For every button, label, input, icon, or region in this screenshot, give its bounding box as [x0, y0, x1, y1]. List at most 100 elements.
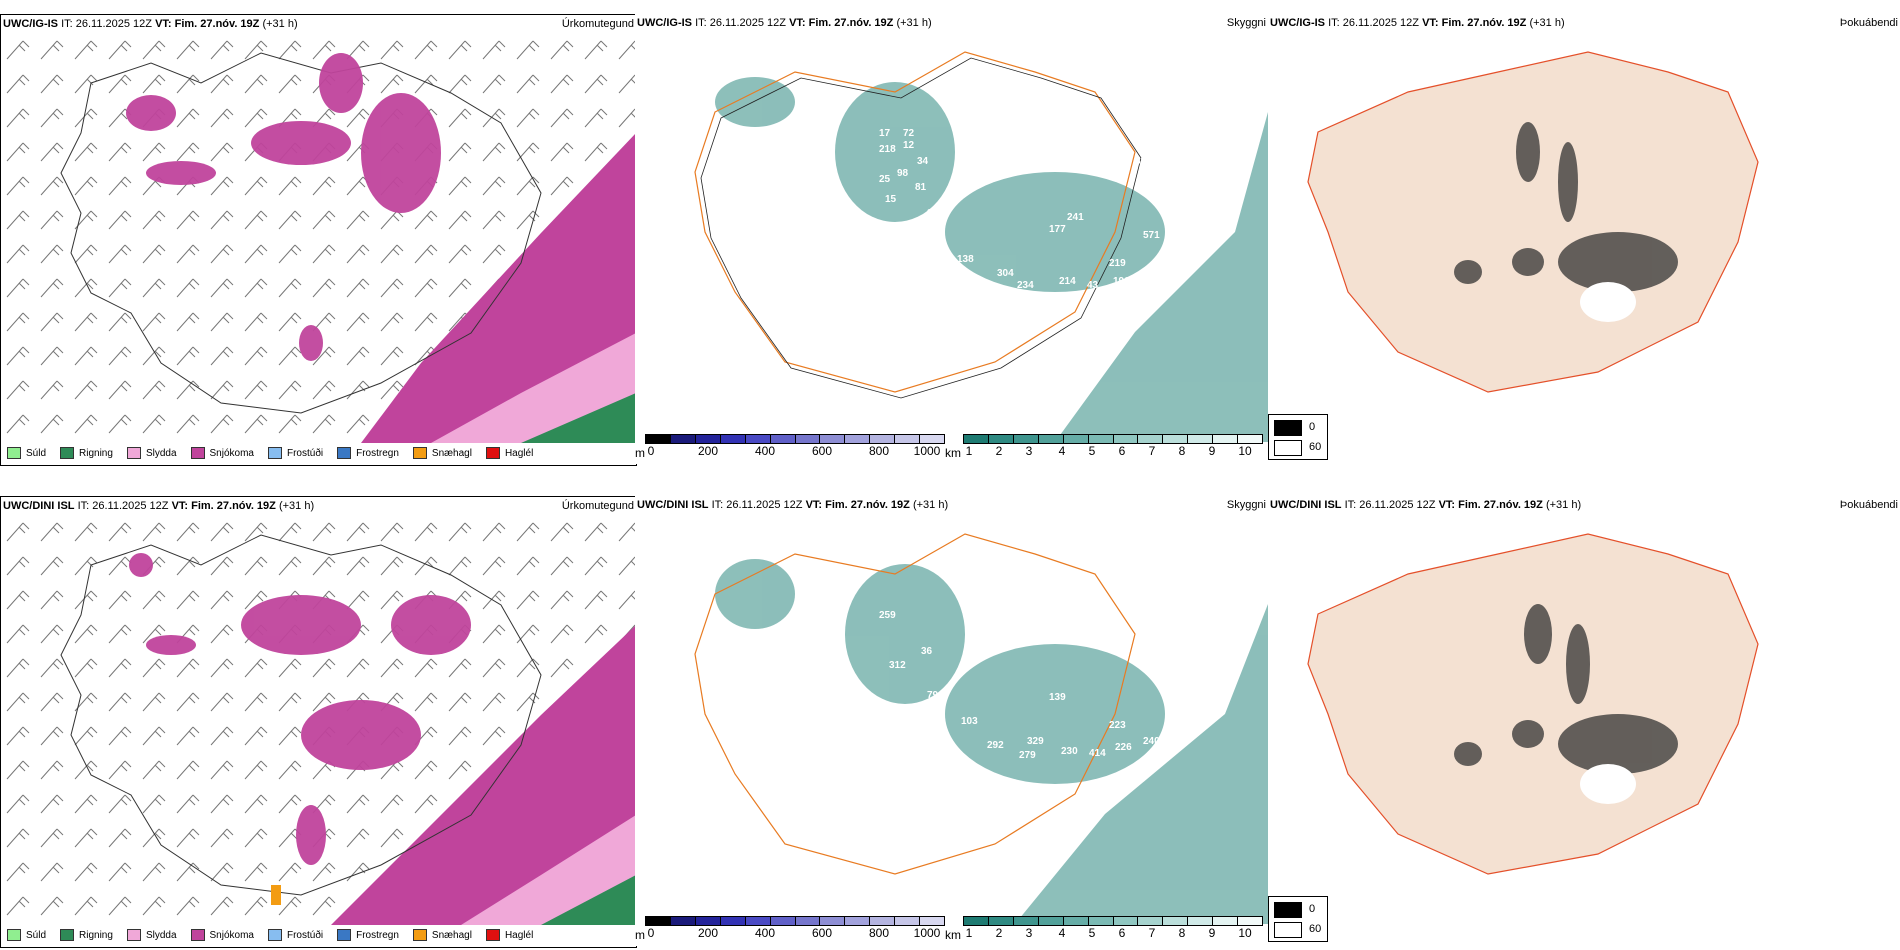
visibility-colorbar: 1 2 3 4 5 6 7 8 9 10: [963, 434, 1263, 458]
summit-label: 32: [927, 208, 939, 219]
tick-label: 8: [1178, 444, 1186, 458]
tick-label: 8: [1178, 926, 1186, 940]
legend-label: Frostregn: [356, 447, 399, 459]
tick-label: 1000: [913, 444, 941, 458]
legend-label: Frostúði: [286, 447, 324, 459]
visibility-panel-1: UWC/IG-IS IT: 26.11.2025 12Z VT: Fim. 27…: [635, 14, 1268, 464]
legend-swatch: [60, 447, 75, 459]
elevation-unit: m: [635, 446, 645, 460]
lead-time: (+31 h): [278, 500, 315, 512]
legend-swatch: [1274, 420, 1302, 436]
panel-title: Úrkomutegund: [561, 500, 634, 512]
legend-swatch: [126, 447, 141, 459]
summit-label: 292: [1159, 264, 1176, 275]
legend-label: 60: [1309, 923, 1322, 935]
summit-label: 19: [1059, 344, 1071, 355]
visibility-colorbar-bar: [963, 916, 1263, 926]
legend-item: Rigning: [60, 447, 113, 459]
summit-label: 15: [885, 194, 897, 205]
legend-item: Snjókoma: [190, 447, 254, 459]
summit-label: 34: [855, 260, 867, 271]
fog-panel-2: UWC/DINI ISL IT: 26.11.2025 12Z VT: Fim.…: [1268, 496, 1900, 946]
it-value: 26.11.2025 12Z: [75, 18, 152, 30]
vt-value: Fim. 27.nóv. 19Z: [1441, 17, 1527, 29]
summit-label: 234: [1017, 280, 1034, 291]
summit-label: 34: [917, 156, 929, 167]
elevation-colorbar-bar: [645, 916, 945, 926]
it-value: 26.11.2025 12Z: [1342, 17, 1419, 29]
legend-item: Snjókoma: [190, 929, 254, 941]
vt-label: VT:: [805, 499, 823, 511]
tick-label: 4: [1058, 444, 1066, 458]
legend-swatch: [1274, 902, 1302, 918]
legend-label: 0: [1309, 421, 1316, 433]
legend-item: Frostregn: [337, 447, 399, 459]
summit-label: 240: [1143, 736, 1160, 747]
summit-label: 384: [1171, 204, 1188, 215]
vt-label: VT:: [1422, 17, 1439, 29]
visibility-colorbar-ticks: 1 2 3 4 5 6 7 8 9 10: [963, 444, 1263, 458]
it-label: IT:: [61, 18, 73, 30]
legend-swatch: [267, 447, 282, 459]
tick-label: 800: [868, 926, 890, 940]
legend-item: Haglél: [485, 447, 533, 459]
legend-item: Haglél: [485, 929, 533, 941]
summit-label: 521: [1137, 762, 1154, 773]
tick-label: 10: [1238, 926, 1252, 940]
precip-type-panel-1: UWC/IG-IS IT: 26.11.2025 12Z VT: Fim. 27…: [0, 14, 637, 466]
summit-label: 103: [961, 716, 978, 727]
vt-value: Fim. 27.nóv. 19Z: [174, 18, 260, 30]
fog-legend: 0 60: [1268, 414, 1328, 460]
lead-time: (+31 h): [1529, 17, 1565, 29]
summit-label: 196: [1113, 276, 1130, 287]
visibility-unit: km: [945, 928, 961, 942]
visibility-unit: km: [945, 446, 961, 460]
lead-time: (+31 h): [262, 18, 298, 30]
precip-legend: Súld Rigning Slydda Snjókoma Frostúði Fr…: [7, 929, 533, 941]
summit-label: 312: [889, 660, 906, 671]
legend-swatch: [7, 447, 21, 459]
legend-swatch: [337, 929, 352, 941]
lead-time: (+31 h): [912, 499, 949, 511]
legend-item: Súld: [7, 929, 46, 941]
summit-label: 219: [1109, 258, 1126, 269]
legend-label: Slydda: [145, 447, 177, 459]
legend-item: Rigning: [60, 929, 113, 941]
summit-label: 17: [879, 128, 891, 139]
visibility-map: 17 218 72 25 98 15 81 32 34 578 32 384 5…: [657, 51, 1268, 442]
legend-item: Frostúði: [267, 447, 324, 459]
panel-header: UWC/DINI ISL IT: 26.11.2025 12Z VT: Fim.…: [635, 496, 1268, 514]
summit-label: 320: [1141, 620, 1158, 631]
elevation-unit: m: [635, 928, 645, 942]
legend-item: Súld: [7, 447, 46, 459]
tick-label: 800: [868, 444, 890, 458]
tick-label: 7: [1148, 444, 1156, 458]
legend-swatch: [60, 929, 75, 941]
fog-map: [1307, 533, 1759, 875]
tick-label: 7: [1148, 926, 1156, 940]
summit-label: 966: [1141, 286, 1158, 297]
legend-item: Snæhagl: [412, 447, 472, 459]
summit-label: 77: [1015, 296, 1027, 307]
summit-label: 98: [965, 648, 977, 659]
legend-swatch: [485, 929, 500, 941]
tick-label: 5: [1088, 444, 1096, 458]
model-name: UWC/DINI ISL: [3, 500, 75, 512]
lead-time: (+31 h): [896, 17, 932, 29]
it-label: IT:: [711, 499, 724, 511]
summit-label: 245: [1059, 820, 1076, 831]
tick-label: 400: [754, 926, 776, 940]
summit-label: 259: [879, 610, 896, 621]
tick-label: 4: [1058, 926, 1066, 940]
panel-title: Þokuábendi: [1839, 17, 1898, 29]
tick-label: 6: [1118, 444, 1126, 458]
legend-label: Slydda: [145, 929, 177, 941]
tick-label: 9: [1208, 926, 1216, 940]
vt-label: VT:: [789, 17, 806, 29]
legend-label: Súld: [26, 447, 47, 459]
summit-label: 177: [1049, 224, 1066, 235]
it-value: 26.11.2025 12Z: [726, 499, 803, 511]
tick-label: 600: [811, 444, 833, 458]
vt-value: Fim. 27.nóv. 19Z: [808, 17, 894, 29]
vt-value: Fim. 27.nóv. 19Z: [191, 500, 276, 512]
